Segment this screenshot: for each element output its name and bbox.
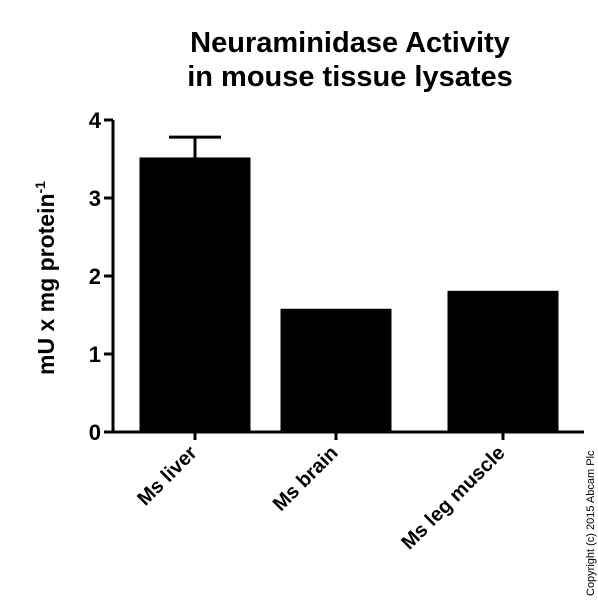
y-axis-label-main: mU x mg protein	[33, 193, 59, 374]
y-axis-label-superscript: -1	[32, 181, 48, 194]
x-tick-label: Ms liver	[133, 442, 201, 510]
y-tick-label: 3	[89, 186, 101, 211]
y-tick-label: 1	[89, 342, 101, 367]
y-tick-label: 2	[89, 264, 101, 289]
bar-ms-leg-muscle	[447, 290, 559, 432]
copyright-notice: Copyright (c) 2015 Abcam Plc	[585, 450, 597, 596]
chart-title-line1: Neuraminidase Activity	[190, 27, 510, 59]
y-axis-label: mU x mg protein-1	[32, 181, 59, 375]
bar-ms-liver	[139, 157, 251, 432]
bars	[139, 135, 559, 440]
x-tick-labels: Ms liver Ms brain Ms leg muscle	[133, 442, 509, 554]
y-tick-label: 4	[89, 108, 102, 133]
x-tick-label: Ms brain	[269, 442, 343, 516]
y-ticks: 0 1 2 3 4	[89, 108, 113, 445]
x-tick-label: Ms leg muscle	[397, 442, 509, 554]
y-tick-label: 0	[89, 420, 101, 445]
chart-title-line2: in mouse tissue lysates	[187, 61, 513, 93]
bar-ms-brain	[280, 308, 392, 432]
